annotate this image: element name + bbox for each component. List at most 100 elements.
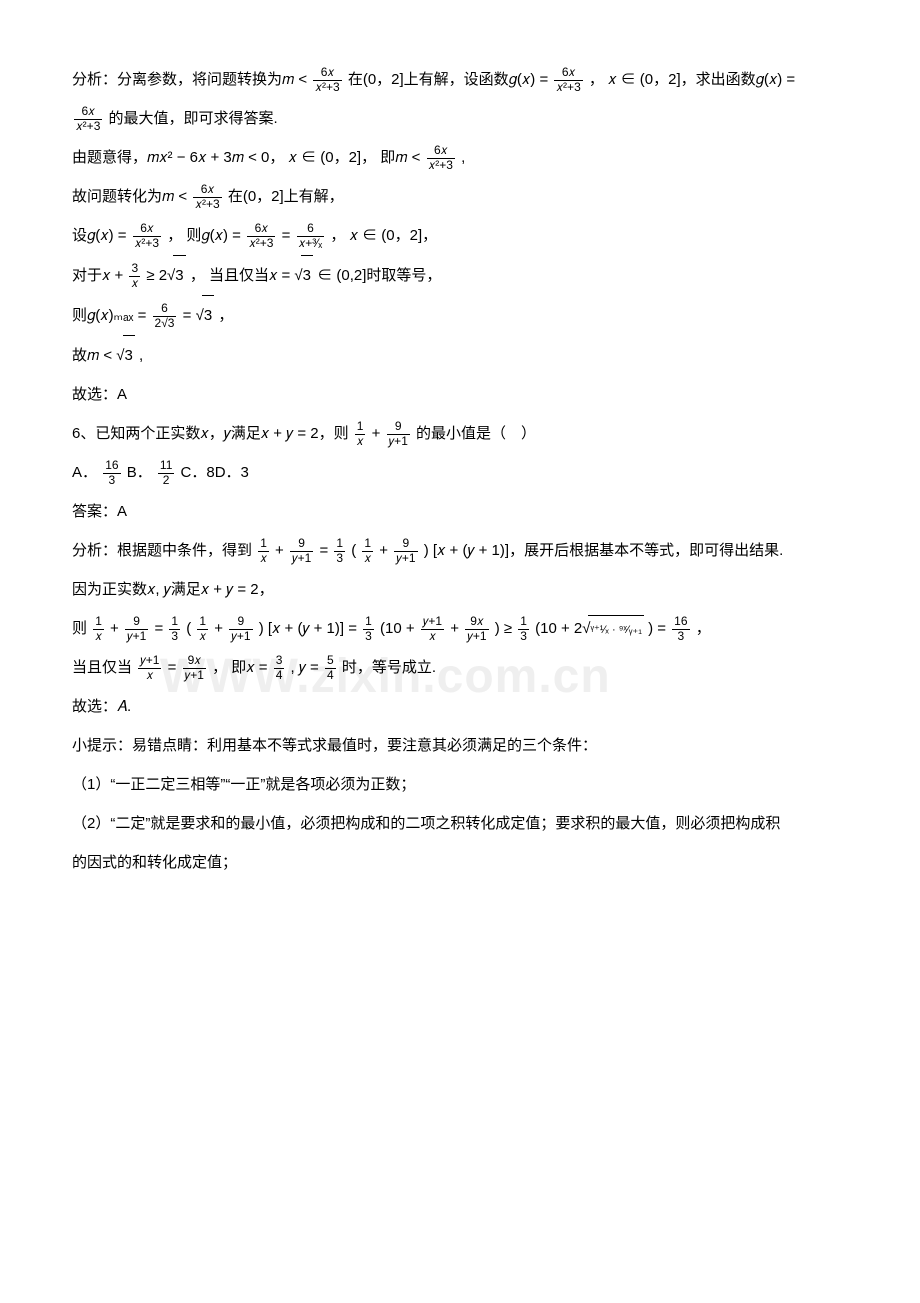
text: 则: [72, 620, 87, 637]
text: 故问题转化为𝑚 <: [72, 188, 191, 205]
fraction: 9𝑦+1: [387, 420, 410, 447]
text: , 𝑦 =: [291, 659, 323, 676]
text: ≥ 2√: [146, 267, 175, 284]
text-line: 则 1𝑥 + 9𝑦+1 = 13 ( 1𝑥 + 9𝑦+1 ) [𝑥 + (𝑦 +…: [72, 609, 848, 648]
text: (: [186, 620, 191, 637]
text: 对于𝑥 +: [72, 267, 127, 284]
fraction: 𝑦+1𝑥: [421, 615, 444, 642]
text: ， 即𝑥 =: [212, 659, 272, 676]
fraction: 1𝑥: [355, 420, 366, 447]
fraction: 𝑦+1𝑥: [138, 654, 161, 681]
sqrt: 3: [301, 255, 313, 295]
text: 由题意得，𝑚𝑥² − 6𝑥 + 3𝑚 < 0， 𝑥 ∈ (0，2]， 即𝑚 <: [72, 149, 425, 166]
fraction: 6𝑥𝑥²+3: [133, 222, 161, 249]
text: =: [282, 227, 295, 244]
text: (10 +: [380, 620, 419, 637]
fraction: 6𝑥𝑥²+3: [74, 105, 102, 132]
fraction: 13: [363, 615, 374, 642]
text-line: A． 163 B． 112 C．8D．3: [72, 453, 848, 492]
fraction: 13: [518, 615, 529, 642]
text-line: 故𝑚 < √3 ,: [72, 335, 848, 375]
text: ∈ (0,2]时取等号，: [317, 267, 441, 284]
text: =: [168, 659, 181, 676]
fraction: 112: [158, 459, 174, 486]
fraction: 6𝑥𝑥²+3: [247, 222, 275, 249]
fraction: 1𝑥: [197, 615, 208, 642]
text: 在(0，2]上有解，: [228, 188, 344, 205]
text-line: 由题意得，𝑚𝑥² − 6𝑥 + 3𝑚 < 0， 𝑥 ∈ (0，2]， 即𝑚 < …: [72, 138, 848, 177]
text: B．: [127, 464, 152, 481]
fraction: 34: [274, 654, 285, 681]
text: 故𝑚 < √: [72, 347, 125, 364]
text: 分析：根据题中条件，得到: [72, 542, 252, 559]
fraction: 6𝑥𝑥²+3: [313, 66, 341, 93]
text-line: 设𝑔(𝑥) = 6𝑥𝑥²+3 ， 则𝑔(𝑥) = 6𝑥𝑥²+3 = 6𝑥+³⁄ₓ…: [72, 216, 848, 255]
text-line: 小提示：易错点睛：利用基本不等式求最值时，要注意其必须满足的三个条件：: [72, 726, 848, 765]
fraction: 9𝑦+1: [290, 537, 313, 564]
text: 分析：分离参数，将问题转换为𝑚 <: [72, 71, 311, 88]
text-line: 当且仅当 𝑦+1𝑥 = 9𝑥𝑦+1 ， 即𝑥 = 34 , 𝑦 = 54 时，等…: [72, 648, 848, 687]
text: +: [110, 620, 123, 637]
text-line: 故选：𝐴.: [72, 687, 848, 726]
text: +: [450, 620, 463, 637]
text: ，: [696, 620, 711, 637]
fraction: 9𝑦+1: [229, 615, 252, 642]
fraction: 9𝑦+1: [125, 615, 148, 642]
text-line: 分析：根据题中条件，得到 1𝑥 + 9𝑦+1 = 13 ( 1𝑥 + 9𝑦+1 …: [72, 531, 848, 570]
fraction: 13: [334, 537, 345, 564]
fraction: 6𝑥𝑥²+3: [193, 183, 221, 210]
text-line: 因为正实数𝑥, 𝑦满足𝑥 + 𝑦 = 2，: [72, 570, 848, 609]
text-line: 6𝑥𝑥²+3 的最大值，即可求得答案.: [72, 99, 848, 138]
text: (10 + 2√: [535, 620, 590, 637]
text: ,: [461, 149, 465, 166]
fraction: 1𝑥: [258, 537, 269, 564]
text: +: [379, 542, 392, 559]
text: ) =: [648, 620, 670, 637]
text: 设𝑔(𝑥) =: [72, 227, 131, 244]
text-line: 6、已知两个正实数𝑥，𝑦满足𝑥 + 𝑦 = 2，则 1𝑥 + 9𝑦+1 的最小值…: [72, 414, 848, 453]
sqrt: 3: [173, 255, 185, 295]
fraction: 6𝑥𝑥²+3: [427, 144, 455, 171]
sqrt: 3: [123, 335, 135, 375]
text-line: 故选：A: [72, 375, 848, 414]
text: +: [214, 620, 227, 637]
text-line: 对于𝑥 + 3𝑥 ≥ 2√3 ， 当且仅当𝑥 = √3 ∈ (0,2]时取等号，: [72, 255, 848, 295]
document-body: 分析：分离参数，将问题转换为𝑚 < 6𝑥𝑥²+3 在(0，2]上有解，设函数𝑔(…: [72, 60, 848, 882]
fraction: 6𝑥𝑥²+3: [554, 66, 582, 93]
fraction: 163: [103, 459, 120, 486]
fraction: 3𝑥: [129, 262, 140, 289]
text-line: 则𝑔(𝑥)ₘₐₓ = 62√3 = √3 ，: [72, 295, 848, 335]
sqrt: ᵞ⁺¹⁄ₓ · ⁹ˣ⁄ᵧ₊₁: [588, 615, 643, 645]
text: =: [154, 620, 167, 637]
text: ,: [139, 347, 143, 364]
text: ) [𝑥 + (𝑦 + 1)]，展开后根据基本不等式，即可得出结果.: [424, 542, 784, 559]
text: =: [319, 542, 332, 559]
text-line: 故问题转化为𝑚 < 6𝑥𝑥²+3 在(0，2]上有解，: [72, 177, 848, 216]
text: ， 𝑥 ∈ (0，2]，: [330, 227, 437, 244]
text-line: 答案：A: [72, 492, 848, 531]
text: 6、已知两个正实数𝑥，𝑦满足𝑥 + 𝑦 = 2，则: [72, 425, 349, 442]
text: ， 则𝑔(𝑥) =: [167, 227, 245, 244]
sqrt: 3: [202, 295, 214, 335]
text-line: （2）“二定”就是要求和的最小值，必须把构成和的二项之积转化成定值；要求积的最大…: [72, 804, 848, 843]
text: 在(0，2]上有解，设函数𝑔(𝑥) =: [348, 71, 553, 88]
fraction: 1𝑥: [93, 615, 104, 642]
fraction: 1𝑥: [362, 537, 373, 564]
fraction: 54: [325, 654, 336, 681]
text: 的最小值是（ ）: [416, 425, 536, 442]
text-line: （1）“一正二定三相等”“一正”就是各项必须为正数；: [72, 765, 848, 804]
fraction: 163: [672, 615, 689, 642]
text: +: [372, 425, 385, 442]
text: 时，等号成立.: [342, 659, 436, 676]
fraction: 9𝑥𝑦+1: [465, 615, 488, 642]
text-line: 分析：分离参数，将问题转换为𝑚 < 6𝑥𝑥²+3 在(0，2]上有解，设函数𝑔(…: [72, 60, 848, 99]
text: = √: [183, 307, 204, 324]
fraction: 9𝑦+1: [394, 537, 417, 564]
text-line: 的因式的和转化成定值；: [72, 843, 848, 882]
fraction: 62√3: [153, 302, 177, 329]
text: +: [275, 542, 288, 559]
text: ，: [218, 307, 233, 324]
text: ， 𝑥 ∈ (0，2]，求出函数𝑔(𝑥) =: [589, 71, 795, 88]
text: C．8D．3: [181, 464, 249, 481]
text: 的最大值，即可求得答案.: [109, 110, 278, 127]
